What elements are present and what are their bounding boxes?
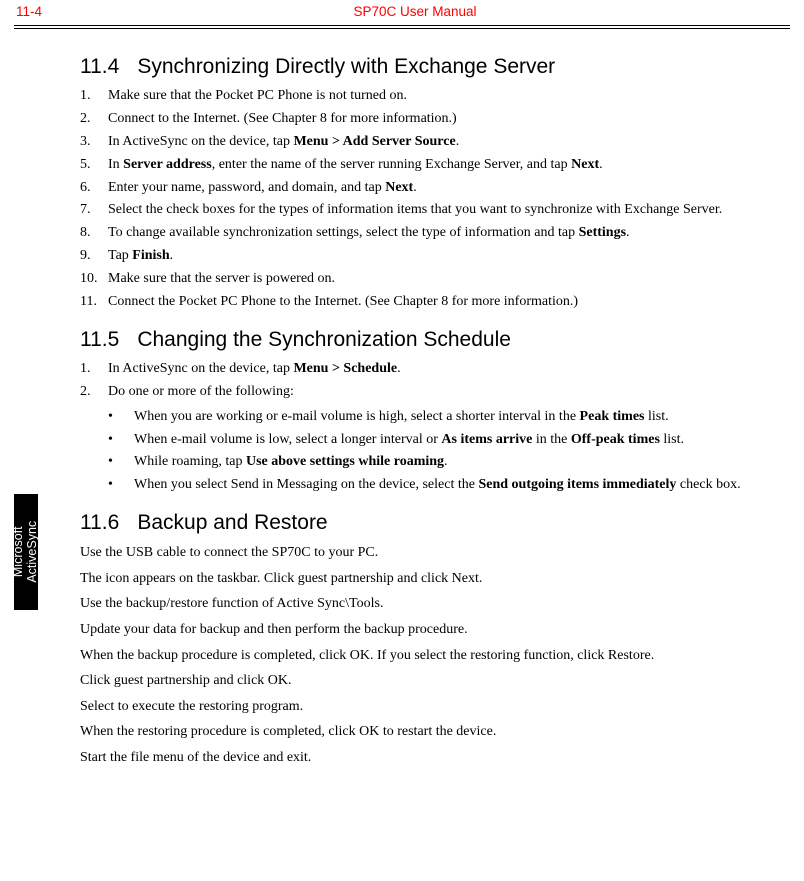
section-11-6-number: 11.6 xyxy=(80,511,119,534)
list-item: 2.Do one or more of the following: xyxy=(80,383,790,402)
bullet-text: When e-mail volume is low, select a long… xyxy=(134,431,790,450)
item-number: 2. xyxy=(80,383,108,402)
section-11-5-number: 11.5 xyxy=(80,328,119,351)
bullet-item: •When you select Send in Messaging on th… xyxy=(108,476,790,495)
section-11-5-heading: Changing the Synchronization Schedule xyxy=(137,328,511,351)
section-11-5-bullets: •When you are working or e-mail volume i… xyxy=(108,408,790,496)
section-11-5-title: 11.5 Changing the Synchronization Schedul… xyxy=(80,328,790,352)
item-text: To change available synchronization sett… xyxy=(108,224,790,243)
side-tab-line2: ActiveSync xyxy=(25,521,39,583)
header-rule-top xyxy=(14,25,790,26)
side-tab: Microsoft ActiveSync xyxy=(14,494,38,610)
item-number: 1. xyxy=(80,87,108,106)
list-item: 11.Connect the Pocket PC Phone to the In… xyxy=(80,293,790,312)
bullet-dot: • xyxy=(108,408,134,427)
item-text: Make sure that the server is powered on. xyxy=(108,270,790,289)
item-text: Tap Finish. xyxy=(108,247,790,266)
item-number: 11. xyxy=(80,293,108,312)
section-11-4-title: 11.4 Synchronizing Directly with Exchange… xyxy=(80,55,790,79)
paragraph: When the backup procedure is completed, … xyxy=(80,646,790,666)
section-11-6-title: 11.6 Backup and Restore xyxy=(80,511,790,535)
page: 11-4 SP70C User Manual Microsoft ActiveS… xyxy=(0,0,804,881)
section-11-5-list: 1.In ActiveSync on the device, tap Menu … xyxy=(80,360,790,402)
list-item: 2.Connect to the Internet. (See Chapter … xyxy=(80,110,790,129)
paragraph: Update your data for backup and then per… xyxy=(80,620,790,640)
bullet-item: •When you are working or e-mail volume i… xyxy=(108,408,790,427)
bullet-text: While roaming, tap Use above settings wh… xyxy=(134,453,790,472)
item-number: 8. xyxy=(80,224,108,243)
bullet-text: When you select Send in Messaging on the… xyxy=(134,476,790,495)
list-item: 1.Make sure that the Pocket PC Phone is … xyxy=(80,87,790,106)
list-item: 9.Tap Finish. xyxy=(80,247,790,266)
item-text: In Server address, enter the name of the… xyxy=(108,156,790,175)
list-item: 1.In ActiveSync on the device, tap Menu … xyxy=(80,360,790,379)
item-number: 9. xyxy=(80,247,108,266)
item-text: Enter your name, password, and domain, a… xyxy=(108,179,790,198)
paragraph: Start the file menu of the device and ex… xyxy=(80,748,790,768)
page-number: 11-4 xyxy=(16,4,42,19)
paragraph: Use the backup/restore function of Activ… xyxy=(80,594,790,614)
item-number: 5. xyxy=(80,156,108,175)
side-tab-line1: Microsoft xyxy=(11,527,25,578)
item-number: 3. xyxy=(80,133,108,152)
list-item: 6.Enter your name, password, and domain,… xyxy=(80,179,790,198)
list-item: 5.In Server address, enter the name of t… xyxy=(80,156,790,175)
bullet-text: When you are working or e-mail volume is… xyxy=(134,408,790,427)
item-text: In ActiveSync on the device, tap Menu > … xyxy=(108,360,790,379)
page-header: 11-4 SP70C User Manual xyxy=(0,0,804,23)
section-11-4-list: 1.Make sure that the Pocket PC Phone is … xyxy=(80,87,790,312)
list-item: 10.Make sure that the server is powered … xyxy=(80,270,790,289)
item-number: 2. xyxy=(80,110,108,129)
item-text: Select the check boxes for the types of … xyxy=(108,201,790,220)
item-text: Connect the Pocket PC Phone to the Inter… xyxy=(108,293,790,312)
item-text: Do one or more of the following: xyxy=(108,383,790,402)
paragraph: Select to execute the restoring program. xyxy=(80,697,790,717)
item-number: 1. xyxy=(80,360,108,379)
item-text: Make sure that the Pocket PC Phone is no… xyxy=(108,87,790,106)
paragraph: Click guest partnership and click OK. xyxy=(80,671,790,691)
item-number: 7. xyxy=(80,201,108,220)
paragraph: When the restoring procedure is complete… xyxy=(80,722,790,742)
bullet-item: •While roaming, tap Use above settings w… xyxy=(108,453,790,472)
bullet-item: •When e-mail volume is low, select a lon… xyxy=(108,431,790,450)
list-item: 8.To change available synchronization se… xyxy=(80,224,790,243)
bullet-dot: • xyxy=(108,453,134,472)
item-text: In ActiveSync on the device, tap Menu > … xyxy=(108,133,790,152)
paragraph: The icon appears on the taskbar. Click g… xyxy=(80,569,790,589)
item-number: 10. xyxy=(80,270,108,289)
list-item: 3.In ActiveSync on the device, tap Menu … xyxy=(80,133,790,152)
section-11-6-heading: Backup and Restore xyxy=(137,511,327,534)
list-item: 7.Select the check boxes for the types o… xyxy=(80,201,790,220)
section-11-4-heading: Synchronizing Directly with Exchange Ser… xyxy=(137,55,555,78)
item-number: 6. xyxy=(80,179,108,198)
manual-title: SP70C User Manual xyxy=(42,4,788,19)
paragraph: Use the USB cable to connect the SP70C t… xyxy=(80,543,790,563)
bullet-dot: • xyxy=(108,431,134,450)
content: 11.4 Synchronizing Directly with Exchange… xyxy=(0,29,804,794)
item-text: Connect to the Internet. (See Chapter 8 … xyxy=(108,110,790,129)
bullet-dot: • xyxy=(108,476,134,495)
section-11-4-number: 11.4 xyxy=(80,55,119,78)
